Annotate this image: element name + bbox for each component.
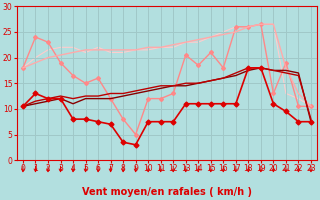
X-axis label: Vent moyen/en rafales ( km/h ): Vent moyen/en rafales ( km/h ) bbox=[82, 187, 252, 197]
